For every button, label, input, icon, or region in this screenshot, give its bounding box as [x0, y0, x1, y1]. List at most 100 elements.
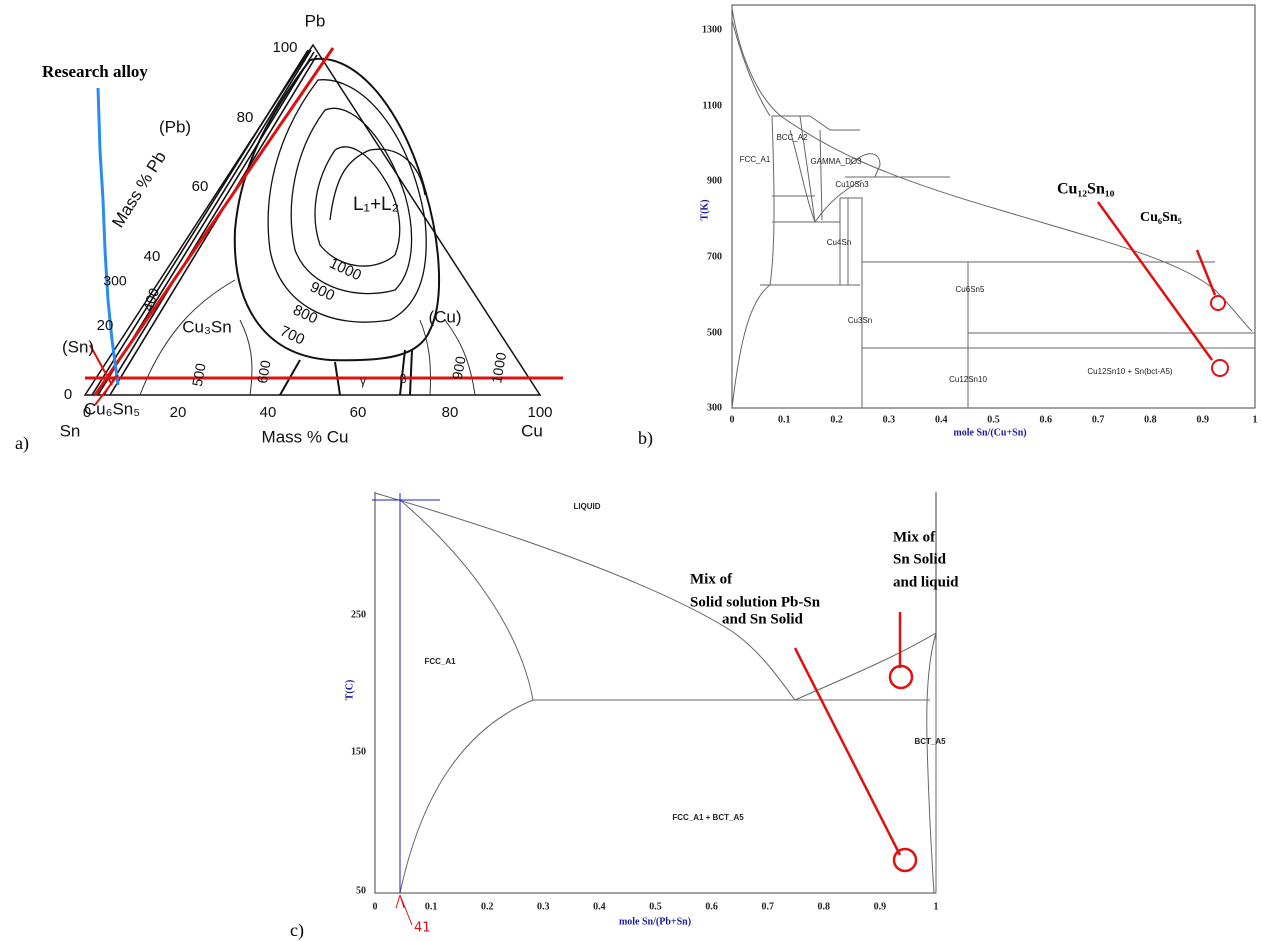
isotherm-label: 800 [290, 302, 320, 328]
region-label: BCC_A2 [776, 133, 808, 142]
region-label: (Sn) [62, 337, 94, 356]
isotherm [139, 279, 476, 396]
panel-b: 1300 1100 900 700 500 300 0 0.1 0.2 0.3 0.4 0… [638, 4, 1258, 449]
isotherm-label: 600 [254, 359, 274, 385]
tick-label: 80 [442, 404, 459, 421]
axis-title: Mass % Cu [262, 427, 349, 446]
y-tick-label: 250 [351, 609, 366, 620]
marker-circle [892, 847, 918, 873]
region-label: (Cu) [428, 307, 461, 326]
annotation: Sn Solid [893, 551, 947, 567]
x-tick-label: 0.8 [818, 901, 831, 912]
axis-title: T(C) [344, 680, 355, 701]
region-label: Cu4Sn [827, 238, 851, 247]
annotation: Cu₆Sn₅ [1140, 210, 1182, 225]
tick-label: 100 [272, 39, 297, 56]
region-label: FCC_A1 [424, 657, 456, 666]
x-tick-label: 0.4 [935, 414, 948, 425]
x-tick-label: 1 [934, 901, 939, 912]
blue-line [372, 493, 440, 893]
y-tick-label: 700 [707, 251, 722, 262]
arrow [1096, 201, 1217, 361]
x-tick-label: 0.5 [649, 901, 662, 912]
y-tick-label: 1300 [702, 24, 722, 35]
triangle [83, 43, 542, 396]
x-tick-label: 0.5 [987, 414, 1000, 425]
region-label: FCC_A1 + BCT_A5 [672, 813, 744, 822]
axis-title: Mass % Pb [108, 148, 170, 231]
x-tick-label: 0.3 [537, 901, 550, 912]
tick-label: 20 [97, 317, 114, 334]
phase-boundary [760, 115, 1255, 408]
x-tick-label: 0.8 [1144, 414, 1157, 425]
y-tick-label: 900 [707, 175, 722, 186]
tick-label: 40 [260, 404, 277, 421]
region-label: Cu12Sn10 [949, 375, 987, 384]
region-label: γ [360, 374, 366, 388]
isotherm [290, 107, 413, 295]
miscibility-gap [233, 57, 441, 362]
region-label: L₁+L₂ [353, 194, 399, 215]
x-tick-label: 0 [373, 901, 378, 912]
vertex-label: Pb [305, 11, 326, 30]
axis-title: mole Sn/(Cu+Sn) [953, 427, 1026, 438]
x-ticks: 0 0.1 0.2 0.3 0.4 0.5 0.6 0.7 0.8 0.9 1 [730, 414, 1258, 425]
isotherm-label: 300 [103, 273, 127, 289]
isotherm-label: 400 [139, 286, 162, 314]
solidus [731, 19, 771, 117]
y-tick-label: 1100 [703, 100, 722, 111]
region-label: GAMMA_DO3 [810, 157, 862, 166]
panel-label: b) [638, 428, 653, 449]
arrow [793, 612, 902, 856]
phase-boundary [926, 632, 937, 894]
isotherm-label: 900 [307, 279, 337, 305]
vertex-label: Cu [521, 421, 543, 440]
x-tick-label: 0.7 [761, 901, 774, 912]
isotherm-label: 1000 [327, 255, 364, 285]
tick-label: 60 [350, 404, 367, 421]
region-label: Cu10Sn3 [835, 180, 869, 189]
marker-circle [888, 664, 914, 690]
x-tick-label: 0.3 [883, 414, 896, 425]
marker-circle [1210, 295, 1226, 311]
region-label: FCC_A1 [740, 155, 771, 164]
tick-label: 0 [83, 404, 91, 421]
tick-label: 80 [237, 109, 254, 126]
note: Research alloy [42, 62, 148, 81]
red-mark [89, 344, 119, 406]
isotherm [329, 148, 426, 221]
panel-label: a) [15, 433, 29, 454]
tick-label: 60 [192, 178, 209, 195]
hand-arrow [395, 894, 413, 926]
red-line [93, 47, 335, 396]
x-tick-label: 0.7 [1092, 414, 1105, 425]
isotherm-label: 1000 [488, 351, 509, 385]
liquidus [731, 7, 1253, 332]
x-tick-label: 0.2 [481, 901, 494, 912]
x-tick-label: 0.4 [593, 901, 606, 912]
y-tick-label: 500 [707, 327, 722, 338]
frame [731, 4, 1256, 409]
tick-label: 100 [527, 404, 552, 421]
annotation: and liquid [893, 574, 959, 590]
y-tick-label: 150 [351, 746, 366, 757]
marker-circle [1211, 359, 1229, 377]
panel-a: Research alloy Pb Sn Cu 0 20 40 60 80 10… [15, 11, 563, 454]
annotation: and Sn Solid [722, 611, 804, 627]
x-tick-label: 0.2 [830, 414, 843, 425]
axis-title: T(K) [699, 199, 710, 220]
y-tick-label: 300 [707, 402, 722, 413]
region-label: Cu3Sn [848, 316, 872, 325]
x-tick-label: 0 [730, 414, 735, 425]
region-label: (Pb) [159, 117, 191, 136]
blue-line [96, 87, 120, 386]
panel-label: c) [290, 920, 304, 941]
frame [374, 492, 937, 894]
axis-title: mole Sn/(Pb+Sn) [619, 916, 691, 927]
tie-lines [91, 49, 318, 396]
liquidus [374, 492, 937, 701]
region-label: Cu₆Sn₅ [84, 399, 140, 418]
region-label: Cu₃Sn [182, 317, 231, 336]
isotherm [267, 79, 427, 323]
